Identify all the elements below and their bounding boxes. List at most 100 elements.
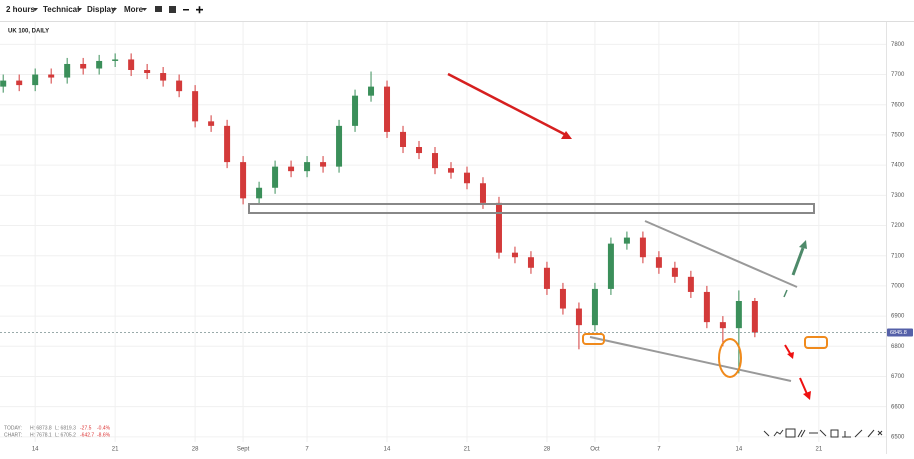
stat: CHART: — [4, 432, 22, 438]
candle-body — [687, 276, 694, 292]
grid — [0, 22, 886, 442]
candle-body — [591, 288, 598, 326]
y-tick-label: 7000 — [891, 283, 905, 289]
candle-body — [400, 131, 407, 148]
stat: TODAY: — [4, 425, 22, 431]
candle-body — [304, 162, 311, 172]
arrow-down — [799, 377, 808, 395]
candle-body — [575, 308, 582, 326]
x-tick-label: 14 — [32, 447, 39, 453]
arrow-head — [787, 352, 794, 359]
tool[interactable] — [842, 431, 851, 438]
candle-body — [368, 86, 375, 96]
arrow-head — [803, 391, 811, 400]
x-tick-label: 28 — [192, 447, 199, 453]
candle-body — [447, 168, 454, 173]
stat: L: 6819.3 — [55, 425, 76, 431]
candle-body — [336, 125, 343, 167]
tool[interactable] — [797, 429, 806, 438]
candle-body — [639, 237, 646, 258]
zoom-in[interactable] — [196, 6, 203, 14]
candle-body — [623, 237, 630, 244]
candle-body — [240, 162, 247, 199]
candle-body — [80, 63, 87, 69]
toolbar-item[interactable]: Display — [87, 5, 116, 14]
y-tick-label: 7500 — [891, 133, 905, 139]
toolbar-item[interactable]: Technical — [43, 5, 79, 14]
stat: H: 7678.1 — [30, 432, 52, 438]
candle-body — [384, 86, 391, 132]
y-tick-label: 6600 — [891, 404, 905, 410]
trendline-upper — [644, 220, 798, 288]
tool[interactable] — [785, 428, 796, 438]
candle-body — [272, 166, 279, 188]
candle-body — [511, 252, 518, 258]
x-tick-label: 7 — [305, 447, 309, 453]
candle-body — [527, 257, 534, 268]
support-zone — [248, 203, 815, 214]
candle-body — [224, 125, 231, 163]
arrow-up — [783, 289, 788, 298]
tool[interactable] — [877, 430, 883, 436]
y-tick-label: 7700 — [891, 72, 905, 78]
candle-body — [416, 147, 423, 154]
save-icon[interactable] — [169, 6, 176, 13]
candle-body — [703, 291, 710, 323]
candle-body — [671, 267, 678, 277]
x-tick-label: 14 — [736, 447, 743, 453]
arrow-up — [791, 247, 805, 276]
candle-body — [607, 243, 614, 289]
last-price-tag — [887, 328, 913, 337]
candle-body — [192, 91, 199, 122]
y-tick-label: 7400 — [891, 163, 905, 169]
y-tick-label: 6900 — [891, 314, 905, 320]
candle-body — [719, 322, 726, 329]
x-tick-label: 7 — [657, 447, 661, 453]
y-tick-label: 6500 — [891, 434, 905, 440]
x-tick-label: 14 — [384, 447, 391, 453]
open-icon[interactable] — [155, 6, 162, 12]
candle-body — [735, 300, 742, 329]
tool[interactable] — [819, 429, 827, 437]
tool[interactable] — [773, 429, 784, 437]
highlight — [718, 338, 742, 378]
candle-body — [463, 172, 470, 184]
candle-body — [16, 80, 23, 86]
candle-body — [559, 288, 566, 309]
x-tick-label: 21 — [815, 447, 822, 453]
candle-body — [32, 74, 39, 86]
candle-body — [495, 202, 502, 253]
candle-body — [64, 63, 71, 78]
candle-body — [479, 183, 486, 203]
arrow-down — [447, 72, 567, 137]
y-tick-label: 6800 — [891, 344, 905, 350]
x-tick-label: 21 — [464, 447, 471, 453]
trendline-lower — [589, 336, 792, 382]
tool[interactable] — [763, 430, 770, 437]
tool[interactable] — [830, 429, 839, 438]
candle-body — [176, 80, 183, 92]
stat: -0.4% — [97, 425, 111, 431]
candle-body — [96, 60, 103, 69]
stat: -642.7 — [80, 432, 94, 438]
zoom-out[interactable] — [183, 9, 189, 11]
drawing-tools — [763, 428, 883, 438]
x-tick-label: 28 — [544, 447, 551, 453]
candle-body — [320, 162, 327, 167]
last-price-label: 6845.8 — [890, 330, 907, 336]
tool[interactable] — [867, 429, 875, 438]
stat: -8.6% — [97, 432, 111, 438]
stat: -27.5 — [80, 425, 92, 431]
toolbar-item[interactable]: 2 hours — [6, 5, 35, 14]
candles — [0, 53, 758, 374]
y-tick-label: 6700 — [891, 374, 905, 380]
tool[interactable] — [854, 429, 863, 438]
toolbar-item[interactable]: More — [124, 5, 144, 14]
candle-body — [112, 59, 119, 61]
highlight — [804, 336, 828, 349]
arrow-head — [799, 240, 807, 249]
candle-body — [256, 187, 263, 199]
candle-body — [751, 300, 758, 333]
y-tick-label: 7300 — [891, 193, 905, 199]
